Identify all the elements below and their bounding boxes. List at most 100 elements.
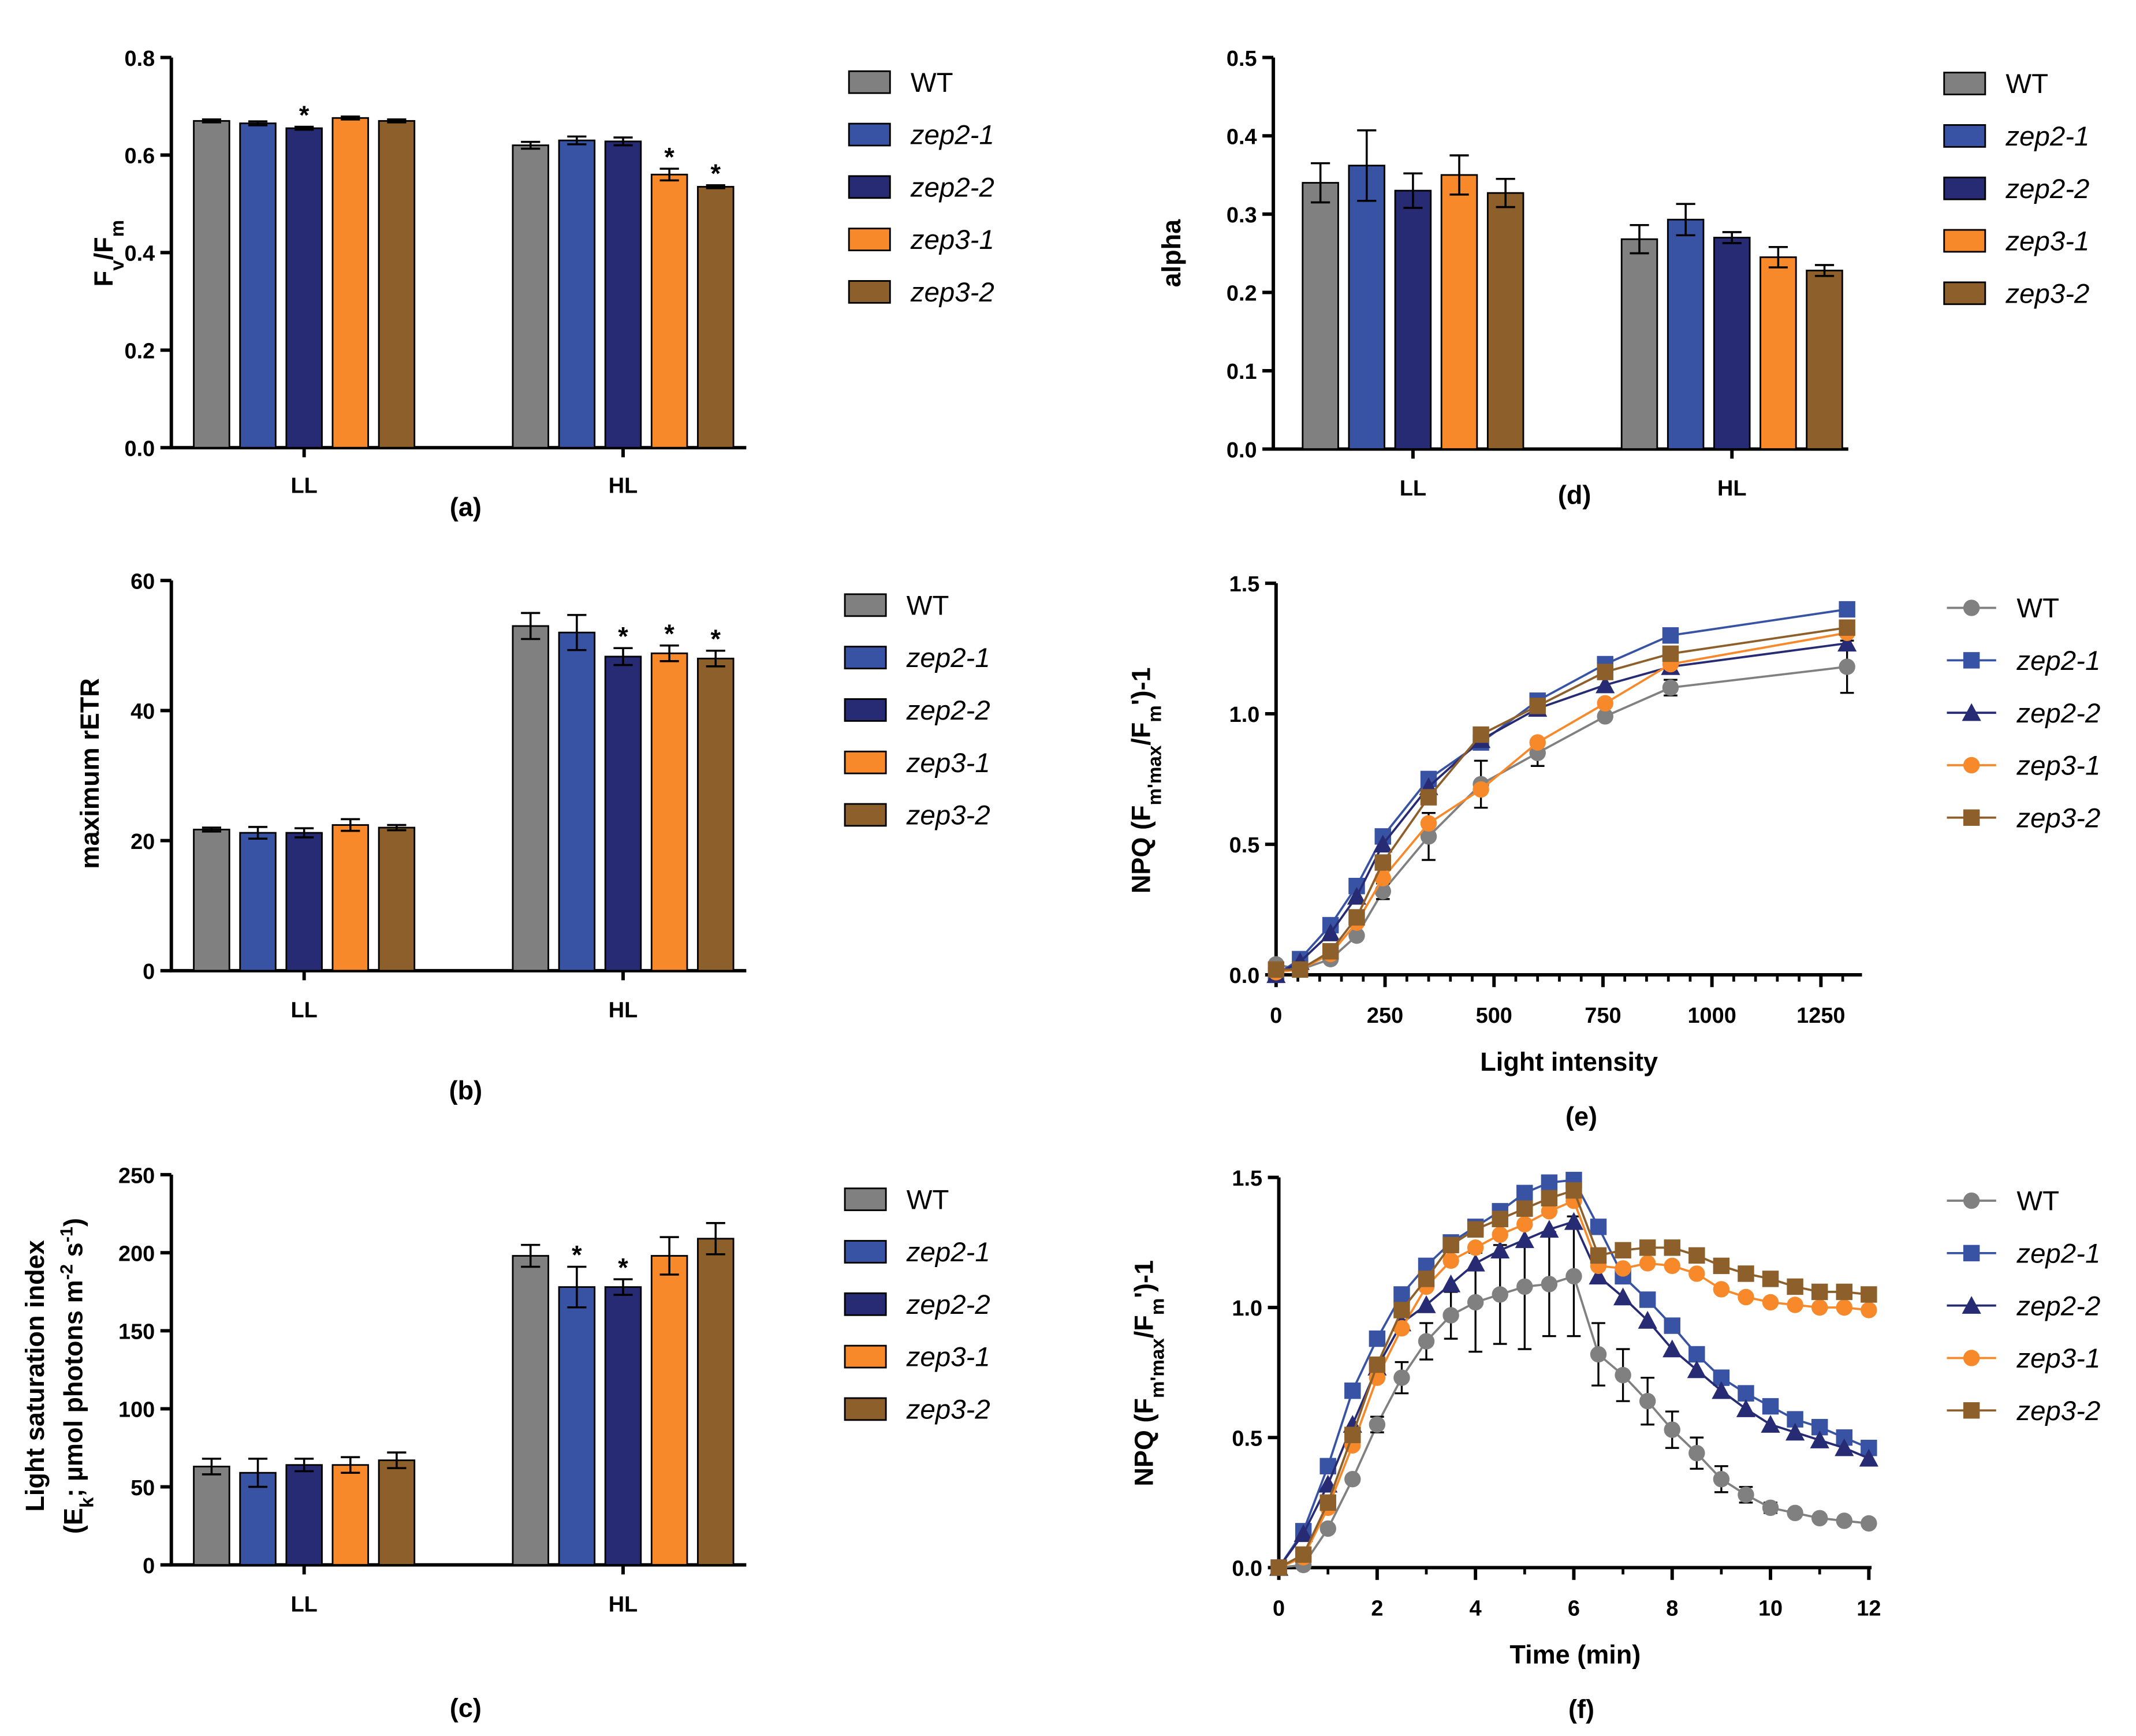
data-point	[1515, 1230, 1534, 1249]
data-point	[1492, 1210, 1508, 1228]
data-point	[1348, 909, 1365, 926]
legend-label: zep2-1	[2016, 1238, 2100, 1269]
data-point	[1393, 1369, 1410, 1386]
legend-swatch	[848, 70, 891, 94]
error-bar	[341, 115, 360, 121]
error-bar	[1449, 154, 1469, 196]
legend-label: zep2-1	[2016, 646, 2100, 676]
y-tick-label: 0.3	[1227, 203, 1257, 228]
data-point	[1664, 1421, 1680, 1438]
label-part: Light saturation index	[20, 1240, 50, 1511]
y-tick-label: 0.0	[125, 437, 155, 461]
data-point	[1762, 1271, 1779, 1287]
x-tick-label: 0	[1270, 1004, 1282, 1028]
error-bar	[659, 644, 679, 662]
y-tick-label: 0.5	[1227, 47, 1257, 71]
legend-label: zep3-2	[2016, 1396, 2100, 1426]
data-point	[1613, 1287, 1633, 1306]
error-bar	[659, 1236, 679, 1276]
x-tick-label: 12	[1857, 1596, 1881, 1620]
data-point	[1541, 1190, 1558, 1207]
data-point	[1639, 1239, 1656, 1256]
bar-zep3-1-LL	[331, 824, 370, 972]
legend-swatch	[1943, 229, 1986, 253]
data-point	[1268, 961, 1285, 978]
label-part: /F	[1129, 1315, 1158, 1338]
error-bar	[248, 826, 268, 840]
legend-label: zep3-2	[906, 1394, 990, 1425]
data-point	[1565, 1182, 1582, 1199]
legend-swatch	[848, 280, 891, 304]
data-point	[1662, 1339, 1682, 1358]
x-axis-label: Light intensity	[1480, 1047, 1658, 1076]
data-point	[1664, 1257, 1680, 1275]
data-point	[1787, 1278, 1803, 1295]
y-tick-label: 0	[143, 960, 155, 984]
data-point	[1787, 1504, 1803, 1522]
data-point	[1529, 698, 1546, 714]
x-tick-label: 250	[1367, 1004, 1403, 1028]
panel-label: (e)	[1565, 1102, 1597, 1131]
y-tick-label: 150	[118, 1320, 155, 1344]
label-part: m'max	[1144, 745, 1165, 805]
legend: WT zep2-1 zep2-2 zep3-1 zep3-2	[848, 68, 994, 308]
data-point	[1687, 1360, 1706, 1379]
x-tick-label: LL	[290, 1592, 317, 1616]
legend-label: zep2-2	[2016, 698, 2100, 729]
bar-zep2-1-HL	[558, 1286, 596, 1566]
legend-label: WT	[2005, 69, 2048, 99]
data-point	[1516, 1200, 1533, 1217]
data-point	[1662, 627, 1679, 644]
panel-label: (c)	[450, 1693, 482, 1723]
label-part: s	[59, 1242, 88, 1264]
bar-zep3-2-HL	[1806, 269, 1843, 450]
series-zep3-1	[1268, 624, 1855, 981]
data-point	[1347, 886, 1367, 905]
error-bar	[1311, 162, 1330, 204]
label-part: NPQ (F	[1127, 806, 1156, 894]
data-point	[1442, 1236, 1459, 1254]
data-point	[1590, 1219, 1607, 1235]
data-point	[1473, 781, 1489, 798]
error-bar	[341, 818, 360, 832]
bar-WT-HL	[1620, 238, 1658, 450]
legend: WT zep2-1 zep2-2 zep3-1 zep3-2	[1947, 593, 2100, 833]
legend-swatch	[844, 1240, 887, 1264]
data-point	[1293, 1524, 1313, 1543]
data-point	[1861, 1302, 1877, 1318]
bar-zep2-1-HL	[558, 139, 596, 449]
chart-b: 0 20 40 60 LL HL * * *	[131, 569, 747, 1022]
x-tick-label: HL	[609, 474, 638, 498]
data-point	[1322, 943, 1339, 960]
bar-zep2-1-HL	[1667, 218, 1705, 450]
error-bar	[202, 826, 222, 833]
y-tick-label: 0.1	[1227, 360, 1257, 384]
chart-f: 0.0 0.5 1.0 1.5 0 2 4 6 8 10 12	[1232, 1167, 1881, 1620]
legend-label: zep2-1	[906, 643, 990, 673]
y-tick-label: 100	[118, 1398, 155, 1422]
bar-zep2-2-HL	[604, 1286, 642, 1566]
bar-WT-HL	[512, 1255, 550, 1566]
x-tick-label: LL	[1400, 476, 1426, 501]
label-part: NPQ (F	[1129, 1398, 1158, 1487]
data-point	[1738, 1288, 1754, 1306]
data-point	[1420, 789, 1437, 806]
bar-zep3-1-HL	[650, 173, 688, 449]
data-point	[1539, 1220, 1559, 1238]
data-point	[1638, 1310, 1657, 1329]
label-part: F	[89, 271, 118, 287]
y-tick-label: 50	[131, 1476, 155, 1500]
error-bar	[521, 612, 540, 640]
legend-label: zep3-1	[2016, 1343, 2100, 1374]
error-bar	[521, 1243, 540, 1268]
legend-marker	[1963, 1402, 1980, 1419]
error-bar	[521, 140, 540, 150]
label-part: /F	[89, 237, 118, 260]
y-axis-label: Fv/Fm	[89, 220, 128, 286]
y-axis-label: maximum rETR	[75, 678, 105, 869]
data-point	[1712, 1381, 1731, 1399]
legend-marker	[1962, 1296, 1981, 1314]
y-tick-label: 0.0	[1227, 438, 1257, 463]
data-point	[1466, 1253, 1485, 1272]
